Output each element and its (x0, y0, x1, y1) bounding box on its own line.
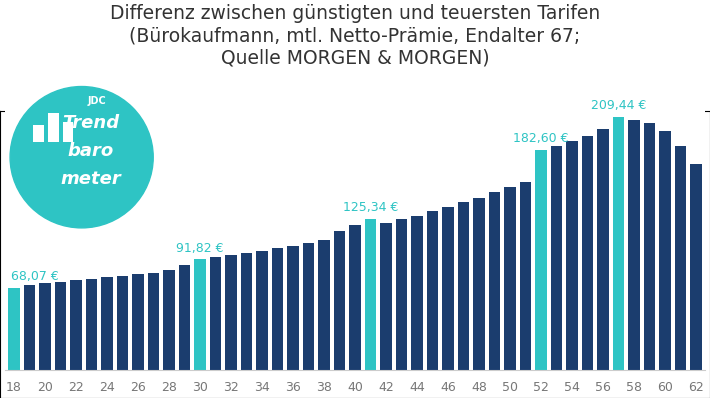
Text: 182,60 €: 182,60 € (513, 132, 569, 145)
Bar (551, 146, 562, 371)
Bar (70, 280, 82, 371)
Bar (566, 141, 578, 371)
Bar (102, 277, 113, 371)
Bar (179, 265, 190, 371)
Title: Differenz zwischen günstigten und teuersten Tarifen
(Bürokaufmann, mtl. Netto-Pr: Differenz zwischen günstigten und teuers… (110, 4, 600, 67)
Bar (48, 113, 58, 142)
Bar (132, 274, 144, 371)
Bar (9, 288, 20, 371)
Text: 91,82 €: 91,82 € (176, 242, 224, 255)
Bar (659, 131, 671, 371)
Bar (674, 146, 687, 371)
Bar (365, 219, 376, 371)
Bar (55, 281, 67, 371)
Bar (613, 117, 624, 371)
Bar (209, 258, 222, 371)
Bar (163, 270, 175, 371)
Bar (116, 276, 129, 371)
Bar (581, 136, 594, 371)
Bar (288, 246, 299, 371)
Bar (690, 164, 701, 371)
Bar (241, 253, 252, 371)
Bar (318, 240, 330, 371)
Text: 209,44 €: 209,44 € (591, 100, 646, 112)
Text: baro: baro (67, 142, 114, 160)
Bar (458, 203, 469, 371)
Bar (39, 283, 51, 371)
Bar (33, 125, 43, 142)
Bar (23, 285, 36, 371)
Bar (411, 216, 423, 371)
Bar (597, 129, 608, 371)
Text: meter: meter (60, 170, 121, 188)
Bar (86, 279, 97, 371)
Bar (535, 150, 547, 371)
Bar (644, 123, 655, 371)
Bar (504, 187, 515, 371)
Bar (195, 259, 206, 371)
Bar (395, 219, 408, 371)
Text: 125,34 €: 125,34 € (343, 201, 398, 214)
Bar (488, 192, 501, 371)
Bar (349, 225, 361, 371)
Bar (442, 207, 454, 371)
Text: 68,07 €: 68,07 € (11, 270, 59, 283)
Bar (334, 231, 345, 371)
Bar (272, 248, 283, 371)
Bar (225, 255, 237, 371)
Bar (427, 211, 438, 371)
Bar (63, 122, 73, 142)
Bar (381, 223, 392, 371)
Bar (473, 197, 485, 371)
Bar (520, 182, 531, 371)
Text: Trend: Trend (62, 114, 119, 133)
Bar (148, 273, 159, 371)
Bar (256, 251, 268, 371)
Circle shape (10, 86, 153, 228)
Bar (302, 243, 315, 371)
Bar (628, 120, 640, 371)
Text: JDC: JDC (87, 96, 106, 106)
